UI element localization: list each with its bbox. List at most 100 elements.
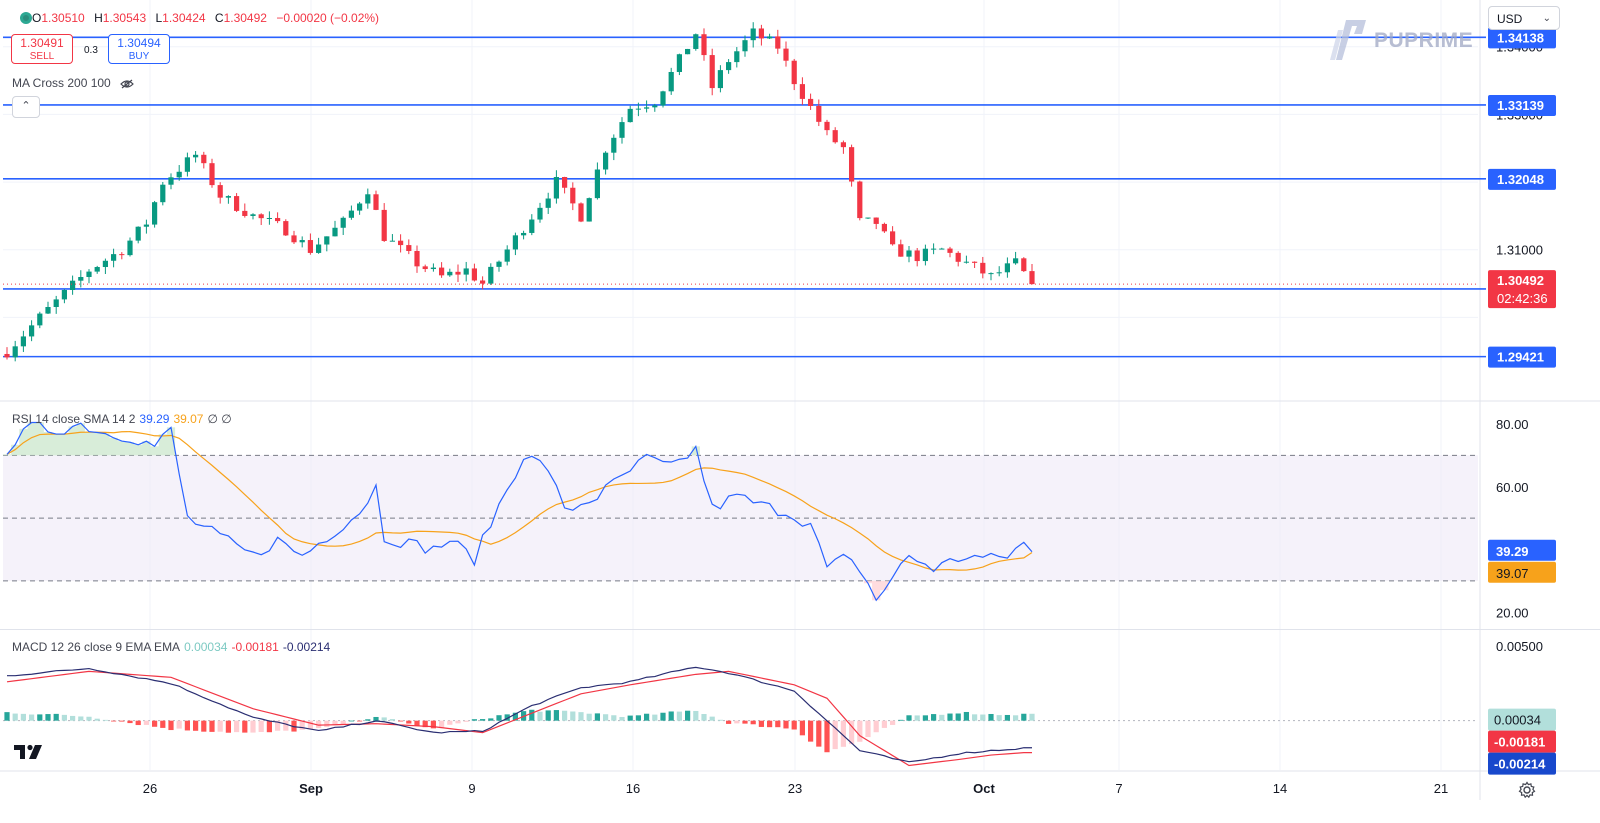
candle-body: [340, 217, 346, 228]
candle-body: [955, 252, 961, 262]
hidden-eye-icon[interactable]: [120, 79, 134, 89]
candle-body: [201, 154, 207, 164]
macd-histogram-bar: [963, 711, 969, 721]
candle-body: [1004, 263, 1010, 273]
macd-line: [6, 666, 1033, 763]
macd-histogram-bar: [250, 720, 256, 733]
candle-body: [512, 235, 518, 250]
candle-body: [455, 271, 461, 275]
macd-histogram-bar: [266, 720, 272, 733]
buy-price: 1.30494: [117, 36, 161, 50]
candle-body: [726, 62, 732, 71]
currency-value: USD: [1497, 12, 1523, 26]
macd-signal-value: -0.00214: [282, 640, 331, 654]
macd-hist-label: 0.00034: [1494, 713, 1541, 728]
candle-body: [102, 260, 108, 268]
ma-indicator-legend[interactable]: MA Cross 200 100: [12, 76, 134, 90]
macd-histogram-bar: [791, 720, 797, 730]
candle-body: [832, 130, 838, 143]
level-price-badge: [1488, 346, 1556, 368]
candle-body: [152, 202, 158, 225]
macd-histogram-bar: [455, 720, 461, 724]
candle-body: [78, 277, 84, 281]
macd-histogram-bar: [881, 720, 887, 728]
macd-histogram-bar: [939, 714, 945, 721]
macd-value: -0.00181: [231, 640, 279, 654]
macd-histogram-bar: [209, 720, 215, 732]
macd-histogram-bar: [668, 711, 674, 721]
macd-histogram-bar: [980, 714, 986, 721]
macd-histogram-bar: [865, 720, 871, 738]
macd-signal-line: [6, 670, 1032, 767]
candle-body: [816, 105, 822, 122]
candle-body: [972, 261, 978, 263]
macd-histogram-bar: [717, 719, 723, 721]
candle-body: [480, 280, 486, 284]
candle-body: [898, 244, 904, 257]
macd-histogram-bar: [242, 720, 248, 733]
macd-histogram-bar: [234, 720, 240, 733]
macd-histogram-bar: [644, 713, 650, 721]
macd-histogram-bar: [1013, 715, 1019, 721]
candle-body: [430, 267, 436, 270]
market-status-dot: [20, 12, 32, 24]
macd-histogram-bar: [201, 720, 207, 732]
candle-body: [283, 221, 289, 236]
candle-body: [250, 214, 256, 216]
candle-body: [266, 217, 272, 219]
candle-body: [824, 121, 830, 131]
macd-histogram-bar: [816, 720, 822, 747]
candle-body: [808, 98, 814, 106]
macd-histogram-bar: [947, 713, 953, 721]
rsi-legend[interactable]: RSI 14 close SMA 14 2 39.29 39.07 ∅ ∅: [12, 412, 232, 426]
candle-body: [20, 336, 26, 347]
macd-histogram-bar: [611, 715, 617, 721]
time-axis-label: Oct: [973, 781, 995, 796]
macd-histogram-bar: [135, 720, 141, 726]
candle-body: [668, 71, 674, 92]
candle-body: [775, 36, 781, 49]
macd-histogram-bar: [111, 720, 117, 722]
level-price-badge: [1488, 94, 1556, 116]
macd-histogram-bar: [422, 720, 428, 728]
macd-histogram-bar: [4, 712, 10, 721]
macd-histogram-bar: [709, 716, 715, 721]
chevron-up-icon: ⌃: [21, 100, 31, 112]
currency-selector[interactable]: USD ⌄: [1488, 6, 1560, 30]
candle-body: [1029, 271, 1035, 285]
macd-histogram-bar: [914, 715, 920, 721]
candle-body: [234, 196, 240, 211]
macd-histogram-bar: [291, 720, 297, 732]
macd-histogram-bar: [849, 720, 855, 745]
macd-histogram-bar: [840, 720, 846, 747]
rsi-label: RSI 14 close SMA 14 2: [12, 412, 136, 426]
macd-legend[interactable]: MACD 12 26 close 9 EMA EMA 0.00034 -0.0018…: [12, 640, 330, 654]
ohlc-high: 1.30543: [102, 11, 147, 25]
candle-body: [922, 248, 928, 262]
rsi-tick-label: 20.00: [1496, 605, 1529, 620]
macd-histogram-bar: [258, 720, 264, 732]
candle-body: [471, 268, 477, 281]
candle-body: [914, 250, 920, 262]
buy-button[interactable]: 1.30494 BUY: [108, 34, 170, 64]
macd-histogram-bar: [529, 709, 535, 721]
tradingview-logo-icon[interactable]: [14, 742, 46, 760]
macd-histogram-bar: [906, 715, 912, 721]
settings-gear-icon[interactable]: [1517, 780, 1537, 800]
candle-body: [86, 271, 92, 278]
macd-histogram-bar: [94, 718, 100, 721]
candle-body: [562, 177, 568, 188]
macd-histogram-bar: [578, 712, 584, 721]
candle-body: [143, 224, 149, 227]
sell-button[interactable]: 1.30491 SELL: [11, 34, 73, 64]
candle-body: [389, 240, 395, 242]
last-price-label: 1.30492: [1497, 273, 1544, 288]
spread-value: 0.3: [84, 45, 98, 56]
macd-histogram-bar: [931, 714, 937, 721]
macd-histogram-bar: [217, 720, 223, 732]
collapse-legend-button[interactable]: ⌃: [12, 96, 40, 118]
macd-histogram-bar: [824, 720, 830, 753]
macd-histogram-bar: [504, 714, 510, 721]
candle-body: [963, 261, 969, 263]
